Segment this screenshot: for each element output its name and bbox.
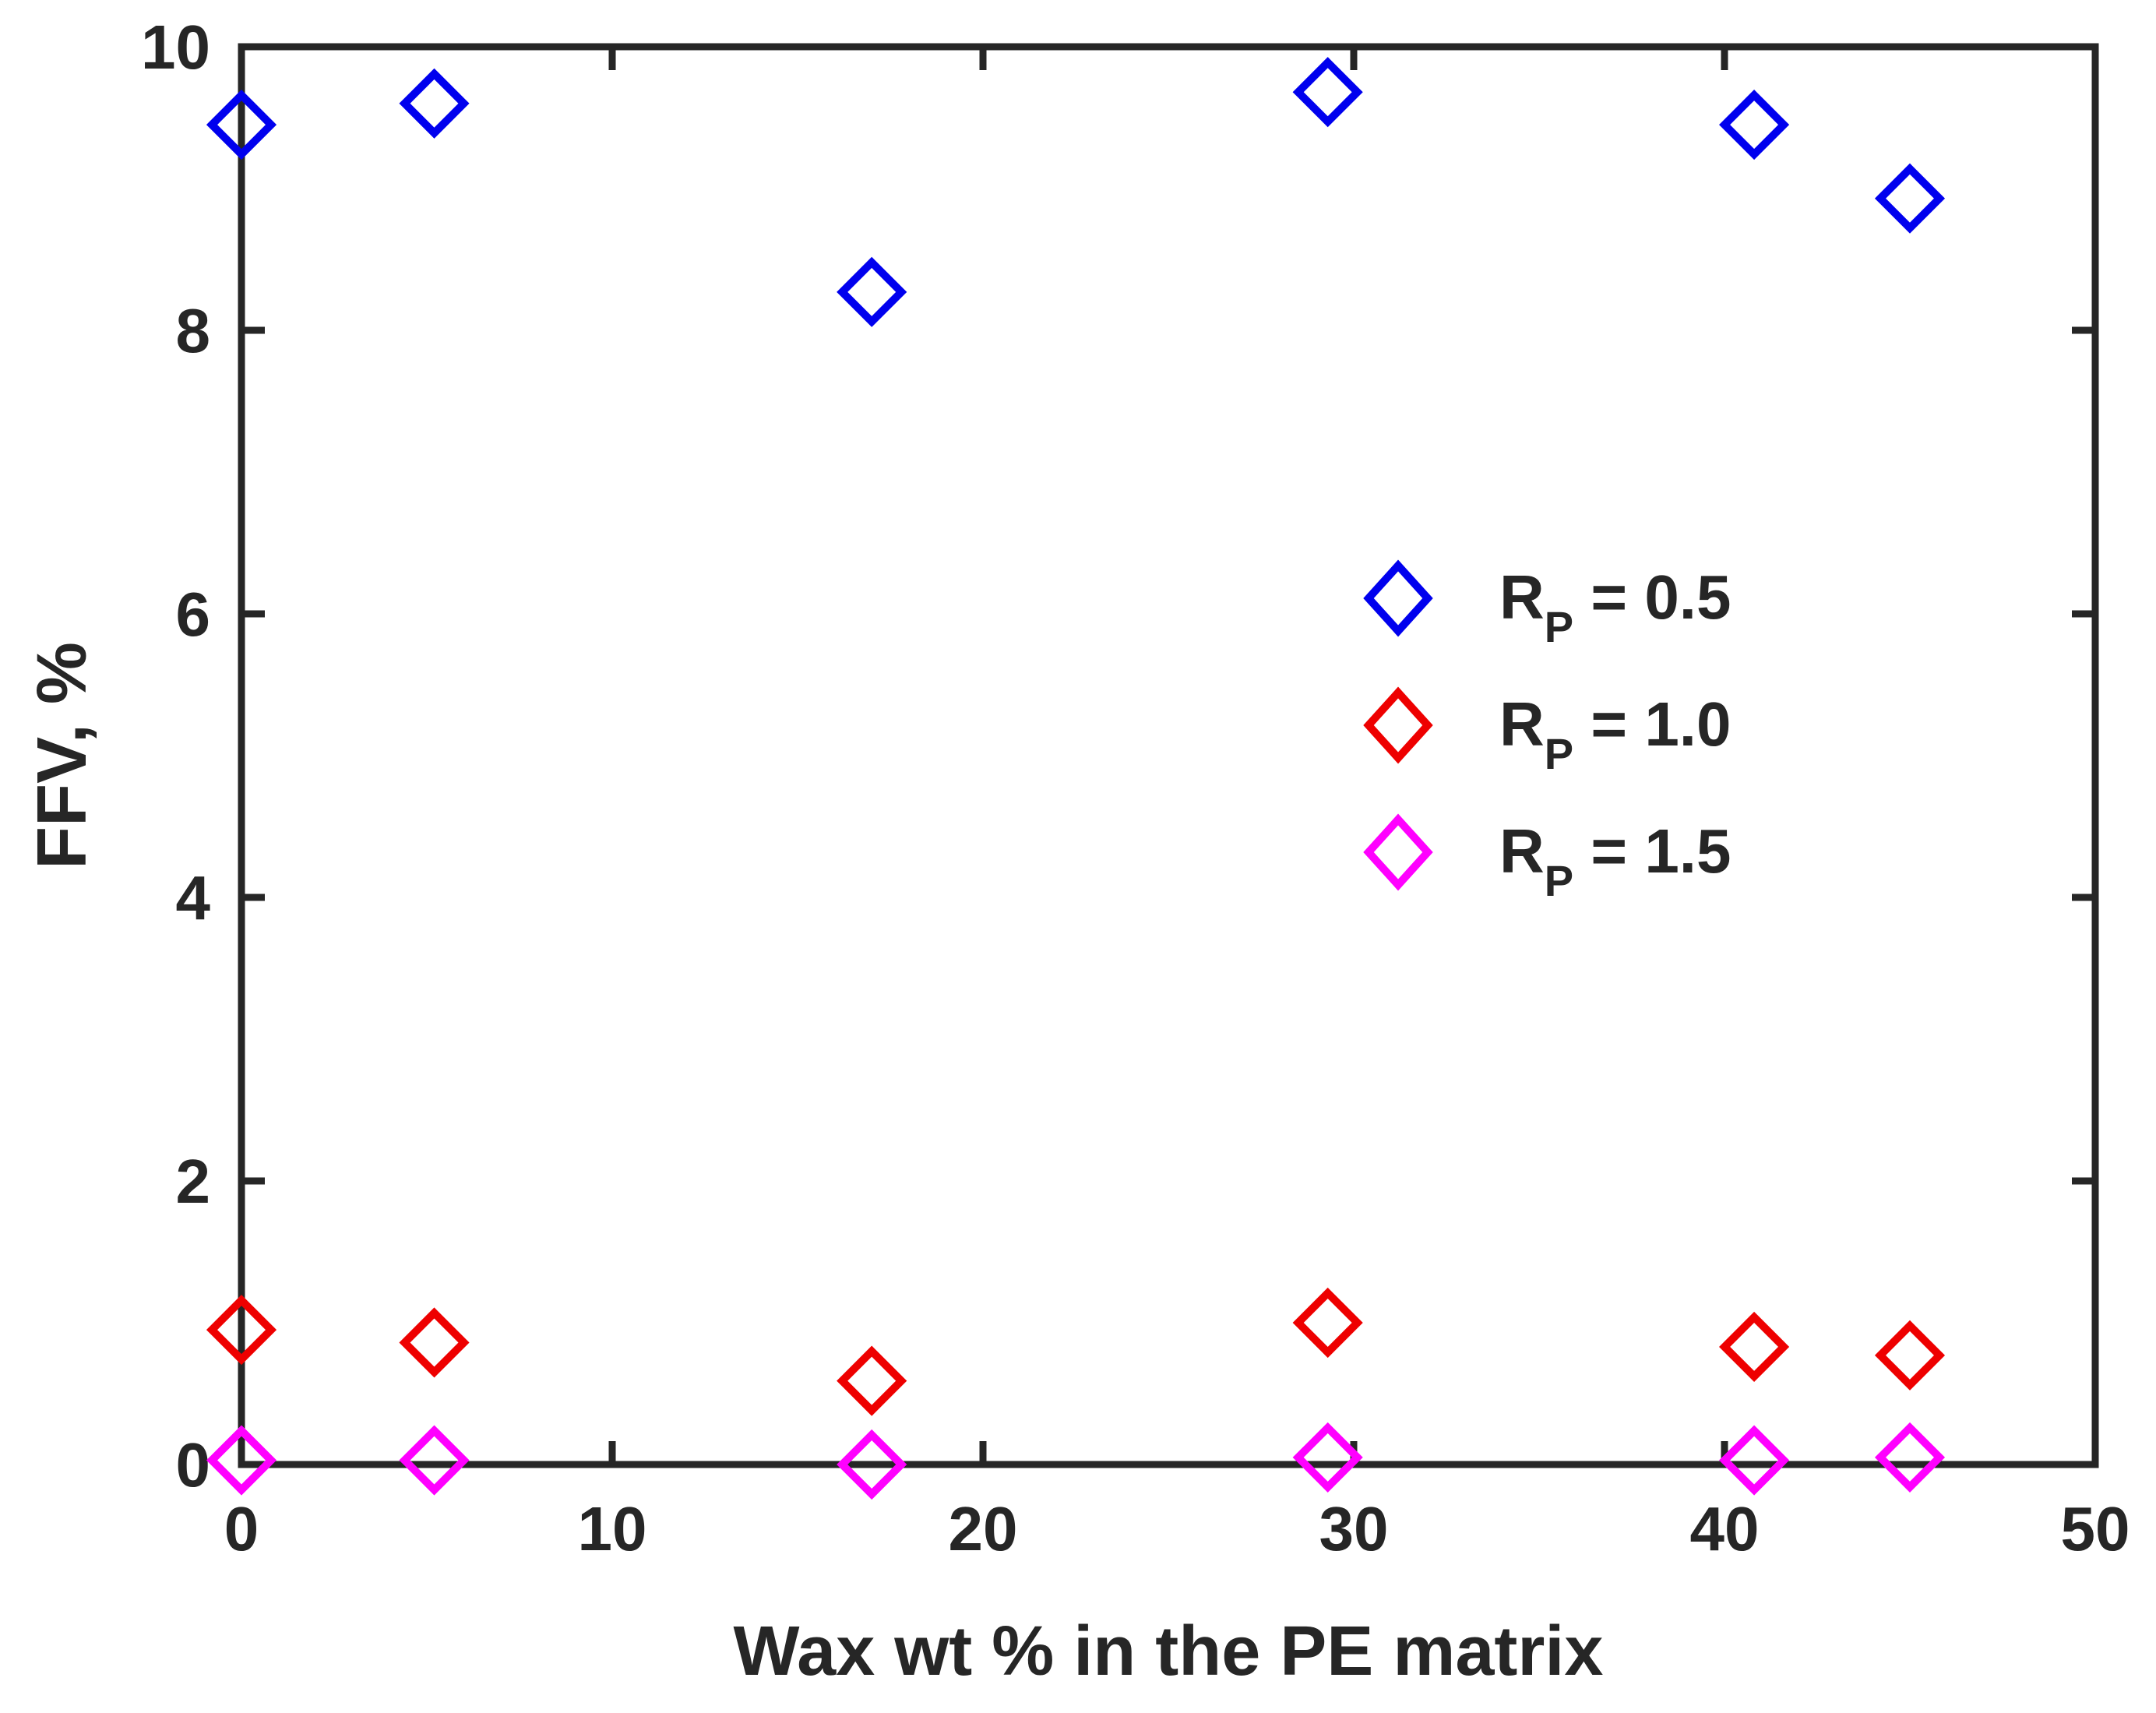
x-tick-label: 0	[224, 1494, 259, 1563]
legend-marker	[1363, 559, 1433, 637]
data-point	[206, 1295, 277, 1366]
plot-frame	[238, 43, 2099, 1468]
y-tick-label: 8	[176, 296, 211, 365]
x-tick-label: 40	[1690, 1494, 1760, 1563]
data-point	[206, 90, 277, 160]
y-tick-label: 0	[176, 1430, 211, 1500]
tick-marks	[238, 43, 2099, 1468]
x-tick-label: 30	[1319, 1494, 1389, 1563]
y-tick-labels: 0 2 4 6 8 10	[141, 12, 210, 1500]
data-points	[206, 57, 1946, 1500]
data-point	[399, 68, 470, 139]
legend-marker	[1363, 686, 1433, 764]
y-tick-label: 6	[176, 580, 211, 649]
data-point	[1719, 1425, 1790, 1496]
legend-label: RP = 0.5	[1499, 562, 1731, 651]
legend: RP = 0.5 RP = 1.0 RP = 1.5	[1363, 559, 1731, 905]
data-point	[1719, 90, 1790, 160]
y-tick-label: 4	[176, 863, 211, 932]
y-tick-label: 10	[141, 12, 210, 82]
data-point	[837, 1345, 907, 1416]
x-axis-title: Wax wt % in the PE matrix	[734, 1613, 1604, 1690]
legend-label: RP = 1.5	[1499, 816, 1731, 905]
data-point	[1874, 163, 1946, 234]
data-point	[399, 1307, 470, 1378]
data-point	[1292, 57, 1363, 128]
data-point	[1874, 1422, 1946, 1493]
data-point	[1719, 1311, 1790, 1383]
x-tick-labels: 0 10 20 30 40 50	[224, 1494, 2130, 1563]
x-tick-label: 10	[578, 1494, 647, 1563]
data-point	[399, 1425, 470, 1496]
y-axis-title: FFV, %	[23, 642, 101, 869]
data-point	[206, 1425, 277, 1496]
x-tick-label: 50	[2061, 1494, 2130, 1563]
data-point	[837, 1429, 907, 1500]
legend-label: RP = 1.0	[1499, 689, 1731, 778]
data-point	[1874, 1320, 1946, 1390]
data-point	[1292, 1422, 1363, 1493]
legend-marker	[1363, 813, 1433, 891]
y-tick-label: 2	[176, 1147, 211, 1216]
data-point	[1292, 1287, 1363, 1359]
data-point	[837, 256, 907, 327]
x-tick-label: 20	[949, 1494, 1018, 1563]
